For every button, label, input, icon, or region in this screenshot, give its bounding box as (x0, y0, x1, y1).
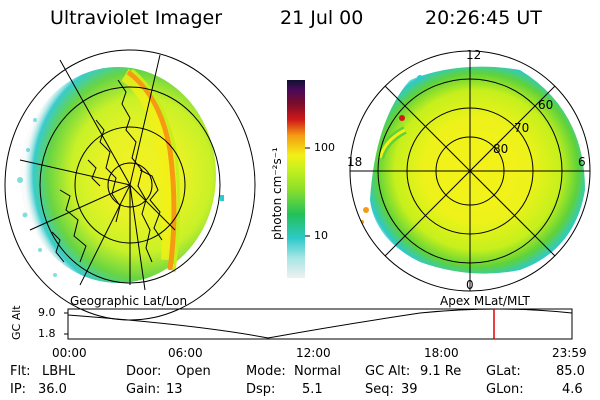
seq-value: 39 (401, 382, 418, 397)
colorbar (287, 80, 310, 278)
instrument-title: Ultraviolet Imager (50, 7, 223, 29)
lat-label-70: 70 (514, 121, 530, 135)
mlt-label-0: 0 (466, 278, 474, 292)
coastlines (51, 79, 163, 263)
altitude-ylabel: GC Alt (10, 305, 23, 340)
altitude-plot (64, 308, 573, 340)
mlt-label-18: 18 (347, 155, 363, 169)
mode-label: Mode: (246, 364, 286, 379)
date-label: 21 Jul 00 (280, 7, 364, 29)
xtick-0600: 06:00 (168, 346, 203, 360)
door-value: Open (176, 364, 211, 379)
mlt-label-6: 6 (578, 155, 586, 169)
geo-image (17, 67, 224, 283)
time-label: 20:26:45 UT (425, 7, 542, 29)
lat-label-60: 60 (538, 98, 554, 112)
gcalt-value: 9.1 Re (420, 364, 462, 379)
altitude-ytick-high: 9.0 (38, 306, 56, 319)
xtick-1800: 18:00 (424, 346, 459, 360)
altitude-ytick-low: 1.8 (38, 327, 56, 340)
mlt-label-12: 12 (466, 48, 482, 62)
colorbar-tick-100: 100 (314, 141, 335, 154)
geo-panel-label: Geographic Lat/Lon (70, 294, 188, 308)
glon-value: 4.6 (562, 382, 583, 397)
polar-panel-label: Apex MLat/MLT (440, 294, 530, 308)
glat-value: 85.0 (556, 364, 585, 379)
xtick-1200: 12:00 (296, 346, 331, 360)
flt-value: LBHL (42, 364, 76, 379)
polar-image (360, 66, 585, 274)
mode-value: Normal (294, 364, 342, 379)
gain-value: 13 (166, 382, 183, 397)
ip-value: 36.0 (38, 382, 67, 397)
gcalt-label: GC Alt: (365, 364, 411, 379)
xtick-0000: 00:00 (52, 346, 87, 360)
flt-label: Flt: (10, 364, 31, 379)
door-label: Door: (126, 364, 162, 379)
xtick-2359: 23:59 (552, 346, 587, 360)
lat-label-80: 80 (493, 142, 509, 156)
glat-label: GLat: (486, 364, 521, 379)
dsp-value: 5.1 (302, 382, 323, 397)
glon-label: GLon: (486, 382, 524, 397)
colorbar-tick-10: 10 (314, 229, 328, 242)
colorbar-unit-label: photon cm⁻²s⁻¹ (270, 147, 284, 240)
polar-grid (349, 50, 591, 292)
dsp-label: Dsp: (246, 382, 276, 397)
seq-label: Seq: (365, 382, 394, 397)
ip-label: IP: (10, 382, 27, 397)
gain-label: Gain: (126, 382, 161, 397)
